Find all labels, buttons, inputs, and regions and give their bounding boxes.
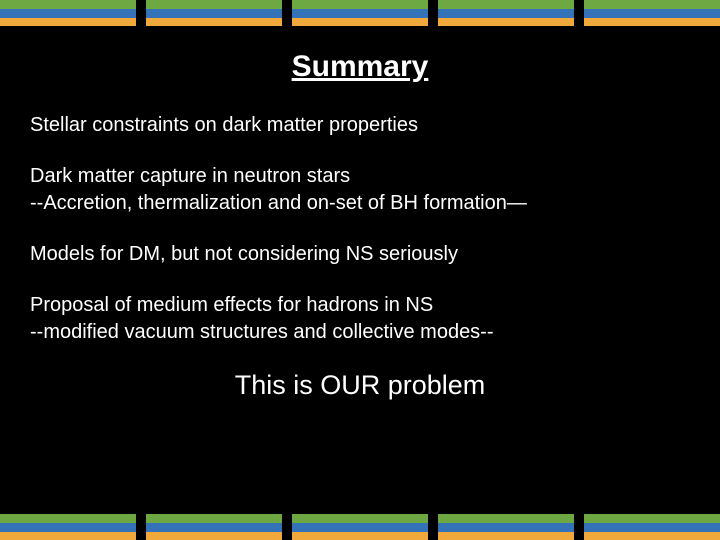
- stripe-block: [0, 0, 136, 26]
- stripe-band: [438, 514, 574, 523]
- slide-title: Summary: [30, 50, 690, 84]
- stripe-block: [146, 0, 282, 26]
- stripe-band: [292, 514, 428, 523]
- stripe-block: [146, 514, 282, 540]
- stripe-band: [584, 514, 720, 523]
- stripe-band: [292, 523, 428, 532]
- stripe-band: [0, 532, 136, 540]
- stripe-band: [438, 0, 574, 9]
- stripe-band: [146, 0, 282, 9]
- stripe-block: [0, 514, 136, 540]
- stripe-band: [584, 9, 720, 18]
- text-line: Proposal of medium effects for hadrons i…: [30, 292, 690, 319]
- stripe-band: [146, 514, 282, 523]
- slide-content: Summary Stellar constraints on dark matt…: [0, 50, 720, 401]
- stripe-band: [146, 9, 282, 18]
- stripe-band: [0, 18, 136, 26]
- text-line: Stellar constraints on dark matter prope…: [30, 112, 690, 139]
- stripe-band: [438, 9, 574, 18]
- stripe-band: [438, 532, 574, 540]
- stripe-band: [146, 523, 282, 532]
- stripe-block: [584, 514, 720, 540]
- paragraph: Models for DM, but not considering NS se…: [30, 241, 690, 268]
- slide-body: Stellar constraints on dark matter prope…: [30, 112, 690, 346]
- stripe-block: [292, 0, 428, 26]
- text-line: --modified vacuum structures and collect…: [30, 319, 690, 346]
- stripe-band: [584, 532, 720, 540]
- stripe-band: [0, 0, 136, 9]
- paragraph: Proposal of medium effects for hadrons i…: [30, 292, 690, 346]
- stripe-band: [0, 514, 136, 523]
- stripe-band: [146, 532, 282, 540]
- stripe-band: [584, 523, 720, 532]
- stripe-band: [0, 523, 136, 532]
- top-stripe-row: [0, 0, 720, 26]
- closing-line: This is OUR problem: [30, 370, 690, 401]
- paragraph: Stellar constraints on dark matter prope…: [30, 112, 690, 139]
- stripe-block: [584, 0, 720, 26]
- stripe-band: [292, 0, 428, 9]
- stripe-band: [584, 0, 720, 9]
- text-line: Dark matter capture in neutron stars: [30, 163, 690, 190]
- stripe-band: [438, 18, 574, 26]
- stripe-band: [292, 9, 428, 18]
- stripe-band: [438, 523, 574, 532]
- stripe-block: [438, 0, 574, 26]
- stripe-band: [292, 532, 428, 540]
- text-line: Models for DM, but not considering NS se…: [30, 241, 690, 268]
- bottom-stripe-row: [0, 514, 720, 540]
- stripe-band: [292, 18, 428, 26]
- paragraph: Dark matter capture in neutron stars--Ac…: [30, 163, 690, 217]
- stripe-band: [0, 9, 136, 18]
- stripe-block: [292, 514, 428, 540]
- stripe-block: [438, 514, 574, 540]
- stripe-band: [584, 18, 720, 26]
- text-line: --Accretion, thermalization and on-set o…: [30, 190, 690, 217]
- stripe-band: [146, 18, 282, 26]
